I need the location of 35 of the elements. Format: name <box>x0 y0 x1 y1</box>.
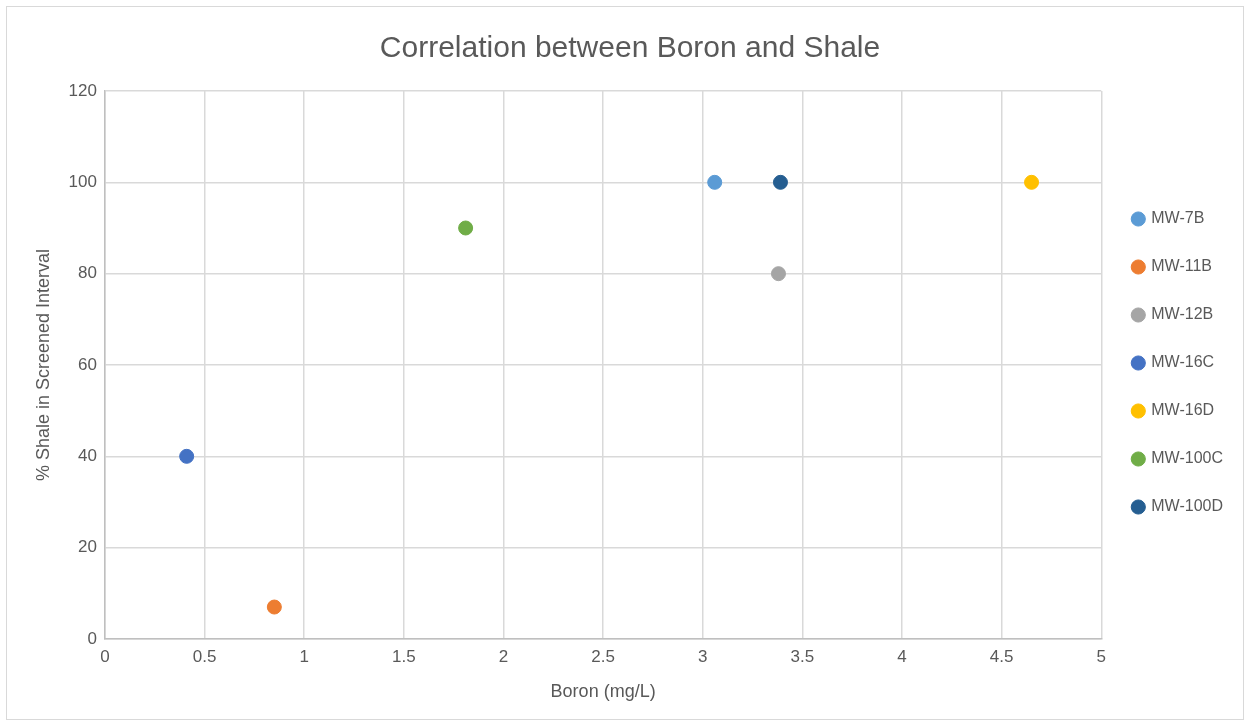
y-tick-label: 100 <box>68 172 97 192</box>
point <box>1024 174 1040 190</box>
x-tick-label: 2 <box>498 646 509 666</box>
x-tick-label: 0.5 <box>192 646 217 666</box>
chart-title: Correlation between Boron and Shale <box>379 30 881 64</box>
y-tick-label: 80 <box>78 263 97 283</box>
legend-label: MW-100C <box>1151 449 1223 467</box>
y-tick-label: 20 <box>78 537 97 557</box>
y-tick-label: 60 <box>78 354 97 374</box>
x-tick-label: 2.5 <box>591 646 615 666</box>
x-tick-label: 1 <box>299 646 309 666</box>
y-tick-label: 40 <box>78 446 97 466</box>
legend-label: MW-16D <box>1151 401 1215 419</box>
x-tick-label: 4 <box>897 646 907 666</box>
x-tick-label: 3 <box>698 646 708 666</box>
x-tick-label: 4.5 <box>989 646 1014 666</box>
point <box>179 448 195 464</box>
legend-label: MW-12B <box>1151 305 1214 323</box>
point <box>266 599 282 615</box>
x-tick-label: 1.5 <box>392 646 416 666</box>
legend-label: MW-7B <box>1151 209 1205 227</box>
x-axis-title: Boron (mg/L) <box>550 681 656 702</box>
legend-label: MW-11B <box>1151 257 1213 275</box>
y-axis-title: % Shale in Screened Interval <box>32 248 53 482</box>
point <box>707 174 723 190</box>
legend-label: MW-16C <box>1151 353 1215 371</box>
y-tick-label: 0 <box>87 628 97 648</box>
x-tick-label: 0 <box>100 646 110 666</box>
x-tick-label: 3.5 <box>790 646 815 666</box>
x-tick-label: 5 <box>1096 646 1107 666</box>
point <box>458 220 474 236</box>
y-tick-label: 120 <box>68 80 97 100</box>
legend-label: MW-100D <box>1151 497 1223 515</box>
point <box>772 174 788 190</box>
point <box>770 266 786 282</box>
